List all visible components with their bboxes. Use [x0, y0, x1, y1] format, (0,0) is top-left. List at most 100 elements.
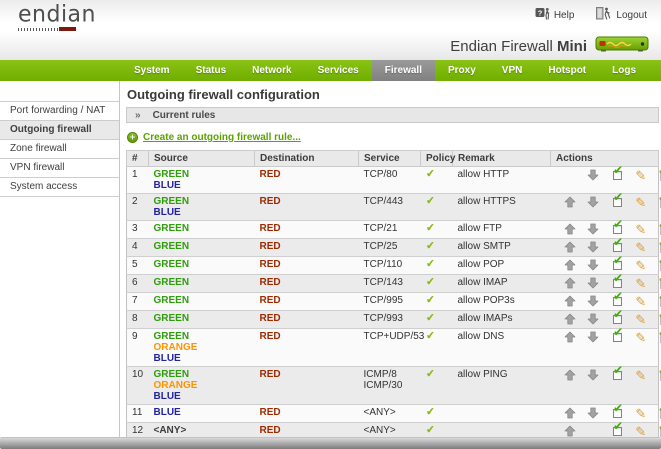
delete-icon[interactable]	[658, 277, 661, 290]
move-up-icon[interactable]	[563, 425, 577, 437]
edit-icon[interactable]: ✎	[635, 168, 647, 183]
delete-icon[interactable]	[658, 369, 661, 382]
zone-label: GREEN	[153, 331, 190, 342]
enabled-checkbox-icon[interactable]: ✔	[610, 326, 624, 344]
sidebar-item-port-forwarding-nat[interactable]: Port forwarding / NAT	[0, 101, 119, 120]
enabled-checkbox-icon[interactable]: ✔	[610, 290, 624, 308]
delete-icon[interactable]	[658, 169, 661, 182]
rule-destination: RED	[255, 239, 359, 257]
edit-icon[interactable]: ✎	[635, 312, 647, 327]
nav-item-firewall[interactable]: Firewall	[371, 60, 435, 81]
nav-item-services[interactable]: Services	[317, 65, 359, 76]
sidebar-item-system-access[interactable]: System access	[0, 177, 119, 197]
rule-actions: ✔ ✎	[551, 420, 661, 437]
zone-label: RED	[259, 196, 281, 207]
enabled-checkbox-icon[interactable]: ✔	[610, 254, 624, 272]
content-area: Port forwarding / NAT Outgoing firewall Zo…	[0, 81, 661, 437]
move-up-icon[interactable]	[563, 313, 577, 326]
zone-label: GREEN	[153, 196, 190, 207]
delete-icon[interactable]	[658, 425, 661, 437]
delete-icon[interactable]	[658, 407, 661, 420]
enabled-checkbox-icon[interactable]: ✔	[610, 236, 624, 254]
move-up-icon[interactable]	[563, 196, 577, 209]
enabled-checkbox-icon[interactable]: ✔	[610, 364, 624, 382]
rule-destination: RED	[255, 167, 359, 194]
enabled-checkbox-icon[interactable]: ✔	[610, 272, 624, 290]
zone-label: ORANGE	[153, 342, 198, 353]
create-rule-link[interactable]: Create an outgoing firewall rule...	[143, 132, 301, 143]
nav-item-network[interactable]: Network	[252, 65, 292, 76]
rule-number: 5	[132, 259, 138, 270]
move-up-icon[interactable]	[563, 295, 577, 308]
move-down-icon[interactable]	[586, 295, 600, 308]
move-down-icon[interactable]	[586, 169, 600, 182]
move-down-icon[interactable]	[586, 196, 600, 209]
page-title: Outgoing firewall configuration	[127, 87, 320, 102]
sidebar-item-outgoing-firewall[interactable]: Outgoing firewall	[0, 120, 119, 139]
zone-label: GREEN	[153, 169, 190, 180]
edit-icon[interactable]: ✎	[635, 195, 647, 210]
move-up-icon[interactable]	[563, 241, 577, 254]
add-rule-icon[interactable]: +	[127, 132, 138, 143]
zone-label: ORANGE	[153, 380, 198, 391]
nav-item-system[interactable]: System	[134, 65, 170, 76]
edit-icon[interactable]: ✎	[635, 424, 647, 437]
rule-service: TCP/21	[363, 223, 398, 234]
sidebar-item-vpn-firewall[interactable]: VPN firewall	[0, 158, 119, 177]
move-down-icon[interactable]	[586, 313, 600, 326]
rule-service: <ANY>	[363, 425, 396, 436]
move-up-icon[interactable]	[563, 369, 577, 382]
edit-icon[interactable]: ✎	[635, 240, 647, 255]
edit-icon[interactable]: ✎	[635, 258, 647, 273]
enabled-checkbox-icon[interactable]: ✔	[610, 191, 624, 209]
edit-icon[interactable]: ✎	[635, 368, 647, 383]
rule-number: 12	[132, 425, 144, 436]
help-link[interactable]: ? Help	[535, 7, 574, 23]
move-up-icon[interactable]	[563, 407, 577, 420]
nav-item-logs[interactable]: Logs	[612, 65, 637, 76]
edit-icon[interactable]: ✎	[635, 294, 647, 309]
enabled-checkbox-icon[interactable]: ✔	[610, 164, 624, 182]
delete-icon[interactable]	[658, 295, 661, 308]
logout-link[interactable]: Logout	[596, 7, 647, 23]
top-bar: endian ? Help Logout	[0, 0, 661, 32]
move-up-icon[interactable]	[563, 277, 577, 290]
enabled-checkbox-icon[interactable]: ✔	[610, 402, 624, 420]
nav-item-status[interactable]: Status	[195, 65, 227, 76]
delete-icon[interactable]	[658, 313, 661, 326]
zone-label: GREEN	[153, 241, 190, 252]
move-down-icon[interactable]	[586, 241, 600, 254]
enabled-checkbox-icon[interactable]: ✔	[610, 420, 624, 437]
section-marker-icon: »	[135, 109, 141, 121]
edit-icon[interactable]: ✎	[635, 330, 647, 345]
enabled-checkbox-icon[interactable]: ✔	[610, 308, 624, 326]
move-up-icon[interactable]	[563, 259, 577, 272]
nav-item-vpn[interactable]: VPN	[501, 65, 523, 76]
delete-icon[interactable]	[658, 223, 661, 236]
move-down-icon[interactable]	[586, 407, 600, 420]
edit-icon[interactable]: ✎	[635, 406, 647, 421]
move-down-icon[interactable]	[586, 277, 600, 290]
delete-icon[interactable]	[658, 196, 661, 209]
edit-icon[interactable]: ✎	[635, 276, 647, 291]
nav-item-proxy[interactable]: Proxy	[448, 65, 476, 76]
delete-icon[interactable]	[658, 331, 661, 344]
appliance-image	[595, 36, 649, 57]
delete-icon[interactable]	[658, 259, 661, 272]
zone-label: BLUE	[153, 180, 181, 191]
policy-allow-icon: ✔	[425, 257, 436, 271]
nav-item-hotspot[interactable]: Hotspot	[548, 65, 587, 76]
move-down-icon[interactable]	[586, 369, 600, 382]
enabled-checkbox-icon[interactable]: ✔	[610, 218, 624, 236]
delete-icon[interactable]	[658, 241, 661, 254]
sidebar-item-zone-firewall[interactable]: Zone firewall	[0, 139, 119, 158]
move-up-icon[interactable]	[563, 331, 577, 344]
move-down-icon[interactable]	[586, 331, 600, 344]
edit-icon[interactable]: ✎	[635, 222, 647, 237]
rule-remark: allow HTTPS	[457, 196, 516, 207]
move-down-icon[interactable]	[586, 259, 600, 272]
zone-label: RED	[259, 223, 281, 234]
move-down-icon[interactable]	[586, 223, 600, 236]
move-up-icon[interactable]	[563, 223, 577, 236]
rules-table: # Source Destination Service Policy Remark Act…	[126, 150, 661, 437]
